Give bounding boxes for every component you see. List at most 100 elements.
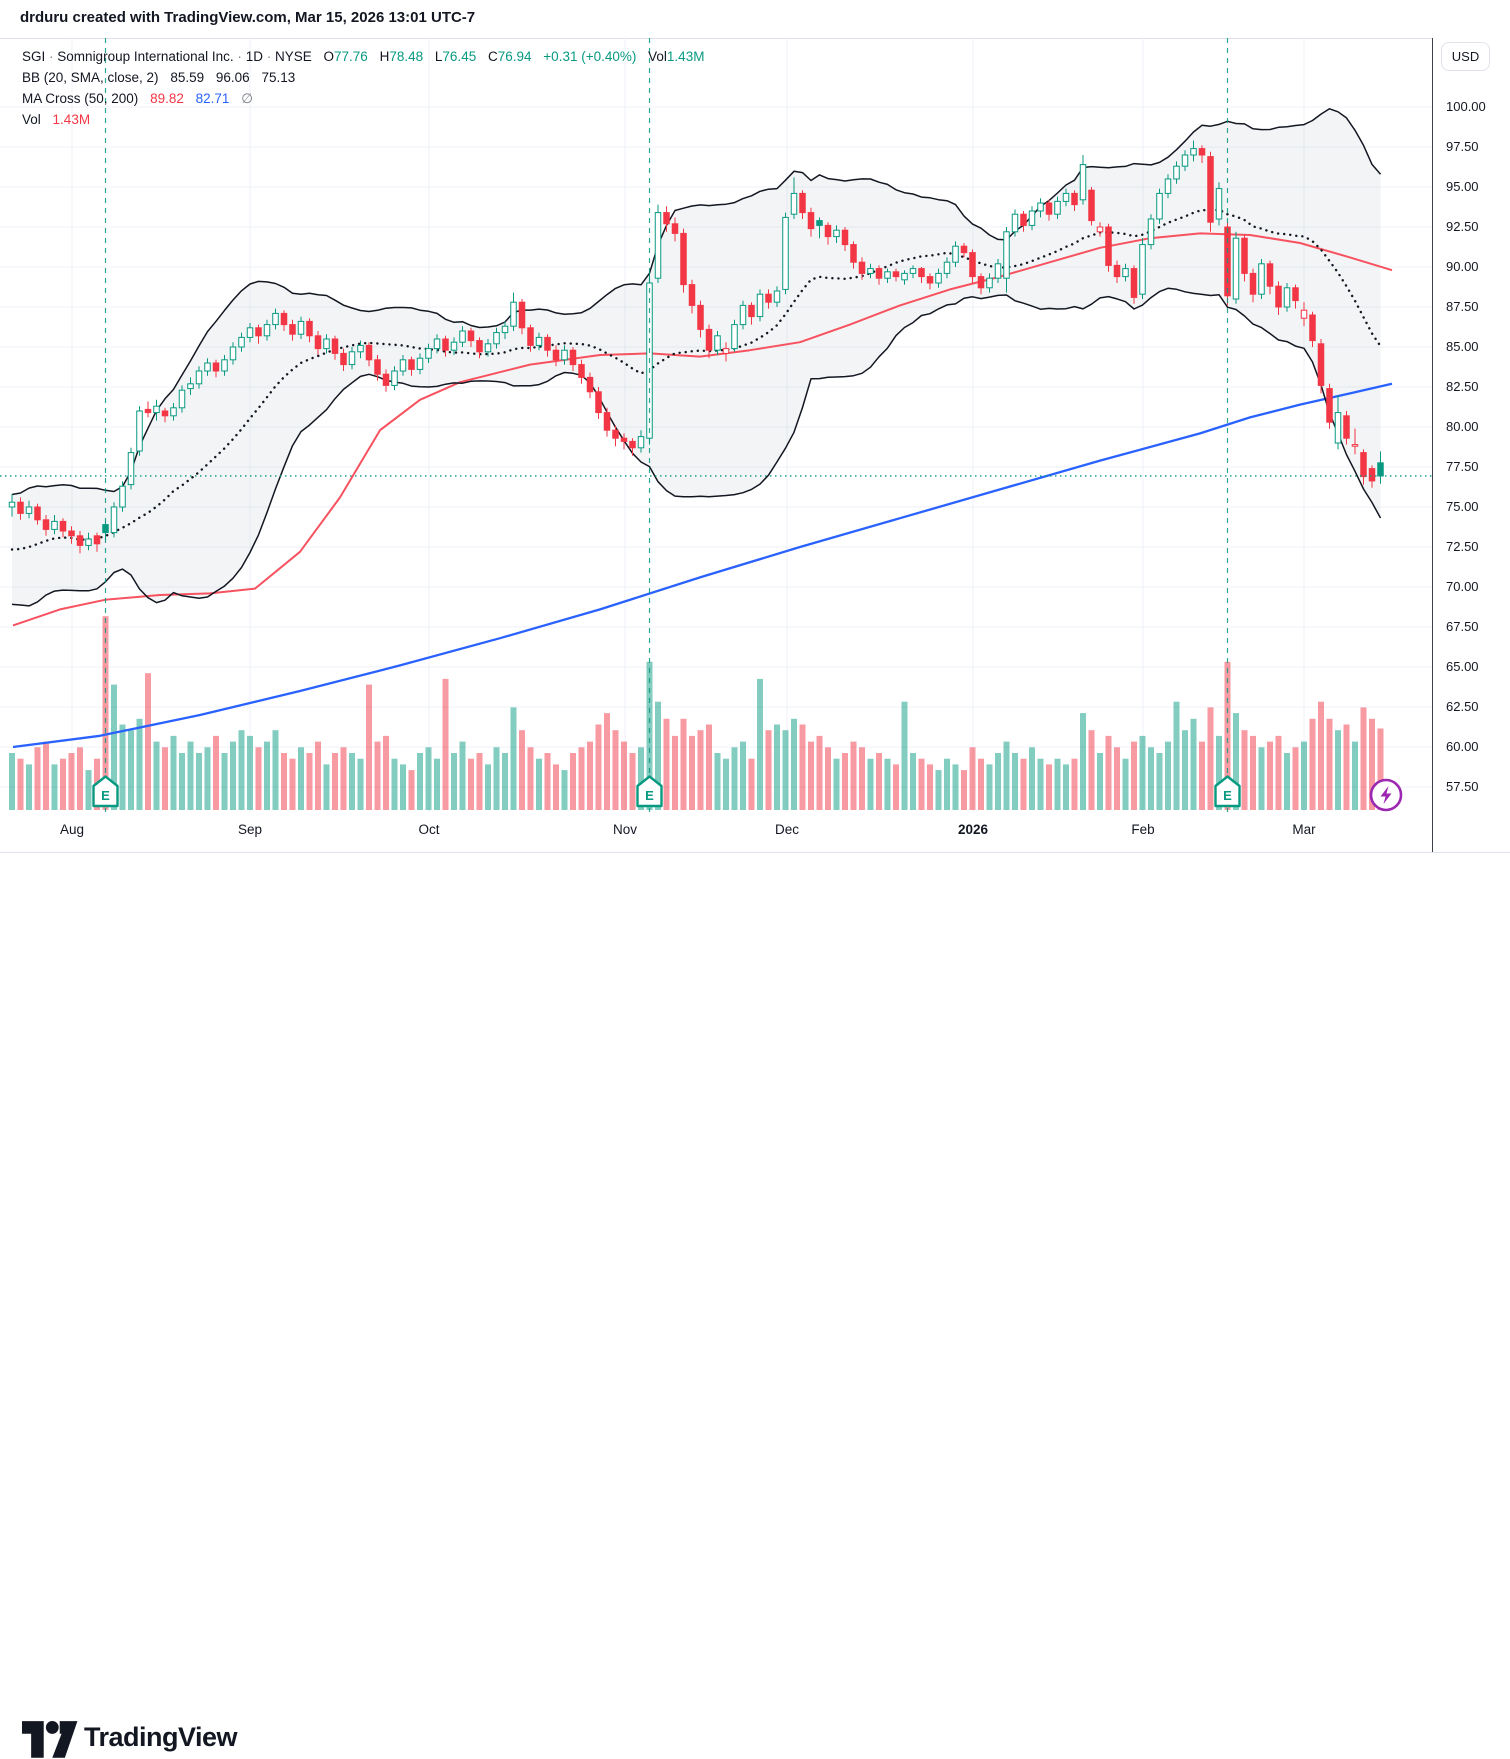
- candle-body: [93, 535, 101, 545]
- volume-bar: [553, 764, 559, 810]
- legend-macross-row[interactable]: MA Cross (50, 200) 89.82 82.71 ∅: [22, 88, 704, 109]
- bb-indicator-label: BB (20, SMA, close, 2): [22, 70, 159, 85]
- candle-body: [467, 330, 475, 342]
- time-axis[interactable]: Aug Sep Oct Nov Dec 2026 Feb Mar: [0, 812, 1432, 852]
- volume-bar: [1046, 764, 1052, 810]
- volume-bar: [34, 747, 41, 810]
- volume-bar: [374, 741, 381, 810]
- candle-body: [34, 506, 41, 521]
- bb-lower-line: [11, 287, 1382, 607]
- candle-body: [731, 324, 738, 350]
- candle-body: [68, 530, 75, 537]
- volume-bar: [935, 770, 942, 810]
- legend-symbol-row[interactable]: SGI · Somnigroup International Inc. · 1D…: [22, 49, 705, 64]
- volume-bar: [561, 770, 568, 810]
- candle-body: [1241, 237, 1248, 274]
- volume-bar: [1241, 730, 1248, 810]
- candle-body: [756, 293, 764, 318]
- candle-body: [714, 335, 721, 351]
- price-tick-label: 85.00: [1446, 339, 1479, 354]
- candle-body: [314, 335, 322, 350]
- price-tick-label: 75.00: [1446, 499, 1479, 514]
- earnings-marker[interactable]: E: [1214, 775, 1241, 808]
- candle-body: [255, 327, 262, 337]
- candle-body: [1232, 237, 1240, 300]
- price-tick-label: 100.00: [1446, 99, 1486, 114]
- volume-bar: [986, 764, 993, 810]
- candle-body: [1096, 226, 1104, 233]
- volume-bar: [799, 724, 806, 810]
- candle-body: [569, 349, 577, 366]
- candle-body: [340, 352, 347, 366]
- volume-bar: [1063, 764, 1069, 810]
- ma200-line: [12, 382, 1393, 749]
- candle-body: [382, 373, 390, 386]
- price-tick-label: 72.50: [1446, 539, 1479, 554]
- candle-body: [773, 290, 781, 303]
- volume-bar: [255, 747, 262, 810]
- candle-body: [986, 277, 993, 289]
- candlestick-series: [8, 140, 1384, 554]
- volume-bar: [391, 758, 398, 810]
- volume-bar: [213, 735, 219, 810]
- price-axis[interactable]: 100.00 97.50 95.00 92.50 90.00 87.50 85.00 82.5…: [1433, 38, 1510, 812]
- earnings-marker[interactable]: E: [92, 775, 119, 808]
- volume-bar: [1131, 741, 1137, 810]
- currency-label: USD: [1451, 49, 1480, 64]
- volume-bar: [1012, 753, 1018, 810]
- volume-bar: [357, 758, 364, 810]
- ma50-line: [12, 232, 1393, 627]
- earnings-badge-label: E: [1223, 788, 1232, 803]
- candle-body: [1207, 156, 1214, 223]
- candle-body: [1343, 415, 1350, 439]
- candle-body: [459, 330, 466, 343]
- volume-bar: [595, 724, 602, 810]
- volume-bar: [315, 741, 321, 810]
- volume-bar: [867, 758, 874, 810]
- currency-toggle-button[interactable]: USD: [1441, 42, 1490, 71]
- volume-bar: [476, 753, 483, 810]
- flash-badge[interactable]: [1369, 778, 1403, 812]
- volume-bar: [697, 730, 704, 810]
- volume-bar: [1377, 728, 1384, 810]
- volume-bar: [264, 741, 270, 810]
- legend-vol-row[interactable]: Vol 1.43M: [22, 109, 704, 130]
- time-tick-label: Mar: [1292, 822, 1316, 837]
- candle-body: [1139, 244, 1146, 295]
- candle-body: [1334, 412, 1342, 444]
- candle-body: [51, 520, 58, 530]
- legend-bb-row[interactable]: BB (20, SMA, close, 2) 85.59 96.06 75.13: [22, 67, 704, 88]
- lightning-bolt-icon: [1380, 786, 1392, 804]
- candle-body: [850, 244, 857, 263]
- volume-bar: [1326, 718, 1333, 810]
- candle-body: [1249, 272, 1257, 295]
- tradingview-logo-icon: [22, 1721, 78, 1758]
- candle-body: [671, 223, 679, 234]
- volume-bar: [221, 753, 228, 810]
- earnings-marker[interactable]: E: [636, 775, 663, 808]
- time-tick-label: Aug: [59, 822, 85, 837]
- low-value: 76.45: [442, 49, 477, 64]
- candle-body: [1071, 192, 1078, 206]
- volume-bar: [510, 707, 517, 810]
- candle-body: [561, 349, 568, 361]
- bb-basis-value: 85.59: [170, 70, 205, 85]
- price-tick-label: 90.00: [1446, 259, 1479, 274]
- price-tick-label: 80.00: [1446, 419, 1479, 434]
- candle-body: [1326, 388, 1333, 423]
- volume-bar: [1352, 741, 1358, 810]
- candle-body: [909, 268, 917, 274]
- candle-body: [1317, 343, 1325, 386]
- volume-bar: [1369, 718, 1375, 810]
- volume-bar: [1122, 758, 1129, 810]
- time-tick-label: Nov: [612, 822, 638, 837]
- candle-body: [204, 362, 211, 372]
- volume-bar: [323, 764, 330, 810]
- volume-bar: [272, 730, 279, 810]
- volume-bar: [1335, 730, 1341, 810]
- candle-body: [408, 359, 415, 370]
- volume-bar: [1309, 718, 1316, 810]
- candle-body: [1020, 213, 1027, 226]
